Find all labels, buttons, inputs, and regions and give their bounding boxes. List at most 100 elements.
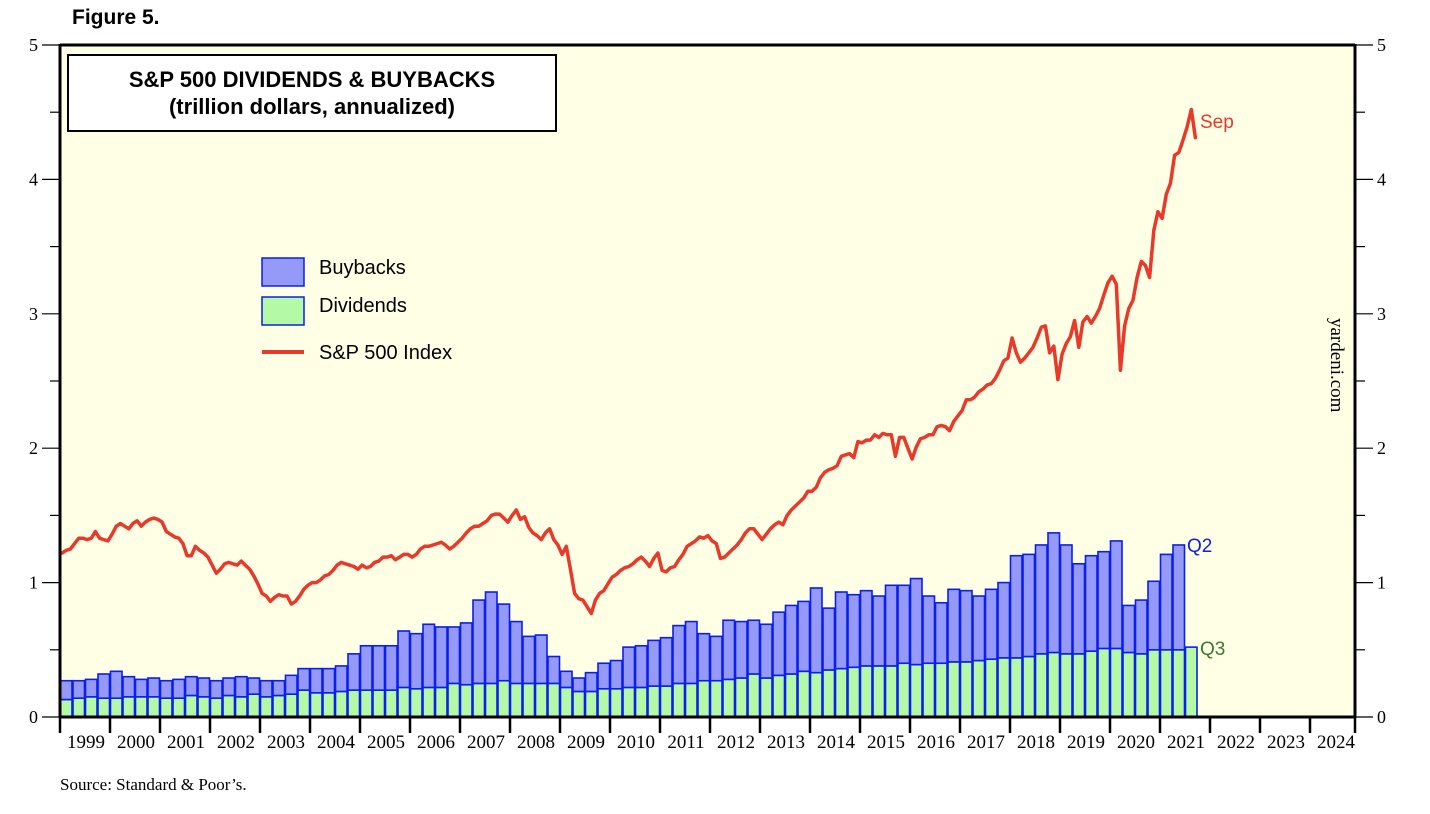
x-tick-label: 2022 xyxy=(1217,732,1255,753)
bar-dividends xyxy=(1009,657,1023,718)
bar-buybacks xyxy=(234,675,248,698)
y-tick-label-left: 3 xyxy=(29,304,38,324)
bar-buybacks xyxy=(372,644,386,691)
bar-buybacks xyxy=(147,677,161,698)
bar-buybacks xyxy=(897,584,911,665)
bar-buybacks xyxy=(172,678,186,699)
bar-dividends xyxy=(522,682,536,718)
bar-dividends xyxy=(809,671,823,718)
x-tick-label: 2010 xyxy=(617,732,655,753)
bar-buybacks xyxy=(1122,604,1136,654)
bar-buybacks xyxy=(434,626,448,689)
bar-buybacks xyxy=(109,670,123,699)
bar-dividends xyxy=(209,697,223,718)
y-tick-label-right: 5 xyxy=(1377,35,1386,55)
bar-dividends xyxy=(897,662,911,718)
bar-dividends xyxy=(97,697,111,718)
bar-buybacks xyxy=(1022,553,1036,658)
bar-buybacks xyxy=(184,675,198,697)
legend-label-buybacks: Buybacks xyxy=(319,257,406,279)
bar-buybacks xyxy=(697,632,711,682)
bar-dividends xyxy=(497,679,511,718)
bar-dividends xyxy=(959,661,973,718)
bar-dividends xyxy=(459,683,473,718)
x-tick-label: 2013 xyxy=(767,732,805,753)
bar-buybacks xyxy=(247,677,261,695)
bar-dividends xyxy=(834,667,848,718)
bar-buybacks xyxy=(872,595,886,667)
bar-buybacks xyxy=(684,620,698,685)
bar-buybacks xyxy=(572,677,586,693)
bar-dividends xyxy=(922,662,936,718)
bar-dividends xyxy=(984,658,998,718)
watermark: yardeni.com xyxy=(1326,318,1347,413)
source-note: Source: Standard & Poor’s. xyxy=(60,775,247,794)
bar-dividends xyxy=(859,665,873,718)
bar-buybacks xyxy=(297,667,311,691)
bar-buybacks xyxy=(59,679,73,701)
bar-dividends xyxy=(884,665,898,718)
bar-dividends xyxy=(684,682,698,718)
bar-dividends xyxy=(284,693,298,718)
x-tick-label: 2023 xyxy=(1267,732,1305,753)
bar-dividends xyxy=(1047,651,1061,718)
bar-buybacks xyxy=(384,644,398,691)
bar-dividends xyxy=(997,657,1011,718)
bar-buybacks xyxy=(309,667,323,694)
bar-dividends xyxy=(1122,651,1136,718)
bar-buybacks xyxy=(672,624,686,685)
y-tick-label-right: 1 xyxy=(1377,573,1386,593)
bar-buybacks xyxy=(622,646,636,689)
y-tick-label-left: 4 xyxy=(29,169,38,189)
bar-buybacks xyxy=(747,619,761,675)
bar-dividends xyxy=(697,679,711,718)
bar-dividends xyxy=(222,694,236,718)
bar-dividends xyxy=(1072,653,1086,718)
bar-buybacks xyxy=(509,620,523,685)
legend-swatch-buybacks xyxy=(261,257,305,287)
bar-dividends xyxy=(734,677,748,718)
y-axis-ticks: 0 0 1 1 2 2 3 3 4 4 5 5 xyxy=(29,35,1386,727)
bar-dividends xyxy=(1022,655,1036,718)
bar-dividends xyxy=(297,689,311,718)
x-tick-label: 2011 xyxy=(667,732,704,753)
bar-dividends xyxy=(659,685,673,718)
x-tick-label: 2005 xyxy=(367,732,405,753)
bar-dividends xyxy=(172,697,186,718)
bar-buybacks xyxy=(197,677,211,698)
bar-buybacks xyxy=(584,671,598,693)
bar-buybacks xyxy=(1034,544,1048,655)
bar-buybacks xyxy=(559,670,573,689)
bar-dividends xyxy=(1034,653,1048,718)
bar-buybacks xyxy=(1097,550,1111,650)
bar-buybacks xyxy=(272,679,286,697)
bar-buybacks xyxy=(359,644,373,691)
x-tick-label: 2007 xyxy=(467,732,505,753)
bar-dividends xyxy=(347,689,361,718)
bar-buybacks xyxy=(259,679,273,698)
x-tick-label: 2015 xyxy=(867,732,905,753)
chart-title: S&P 500 DIVIDENDS & BUYBACKS xyxy=(129,67,495,92)
bar-dividends xyxy=(1097,647,1111,718)
bar-buybacks xyxy=(1172,544,1186,651)
bar-buybacks xyxy=(534,634,548,685)
bar-buybacks xyxy=(784,604,798,675)
bar-dividends xyxy=(1159,648,1173,718)
bar-dividends xyxy=(609,687,623,718)
y-tick-label-left: 0 xyxy=(29,707,38,727)
bar-buybacks xyxy=(334,665,348,693)
x-tick-label: 2001 xyxy=(167,732,205,753)
bar-dividends xyxy=(197,696,211,718)
bar-buybacks xyxy=(834,591,848,670)
bar-buybacks xyxy=(609,659,623,690)
bar-buybacks xyxy=(947,588,961,663)
bar-buybacks xyxy=(397,630,411,689)
bar-buybacks xyxy=(772,611,786,677)
bar-buybacks xyxy=(972,595,986,662)
bar-buybacks xyxy=(1147,580,1161,651)
bar-buybacks xyxy=(222,677,236,697)
bar-dividends xyxy=(1084,650,1098,718)
bar-dividends xyxy=(147,696,161,718)
bar-dividends xyxy=(547,682,561,718)
